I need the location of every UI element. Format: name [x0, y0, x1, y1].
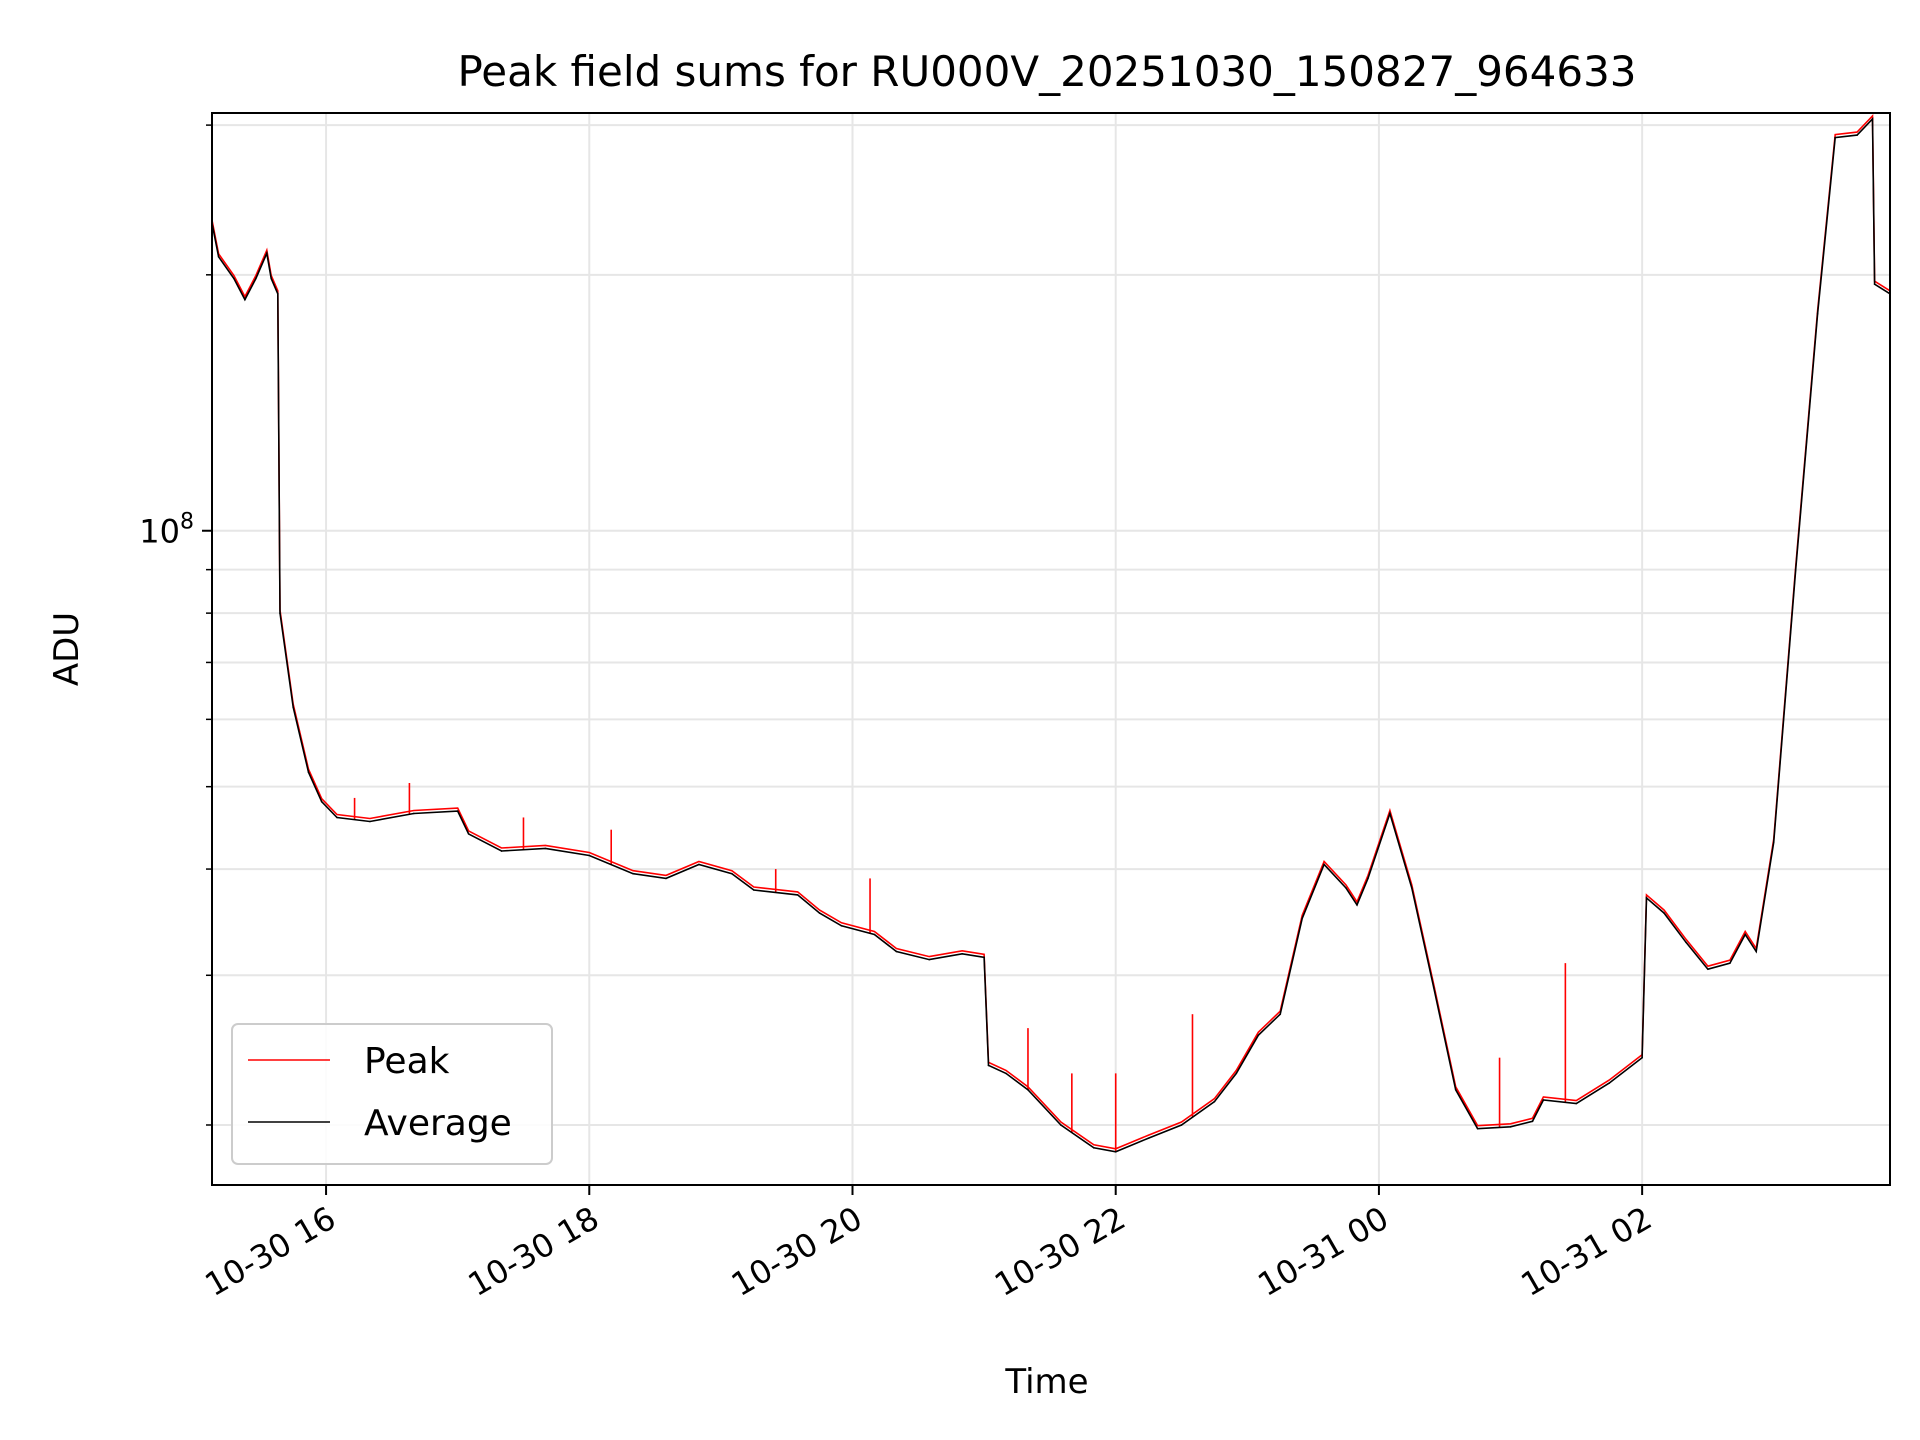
data-point-average	[1772, 841, 1775, 844]
data-point-average	[255, 277, 257, 280]
plot-area	[211, 114, 1891, 1153]
data-point-average	[1092, 1147, 1095, 1149]
series-line-peak	[211, 114, 1891, 1150]
data-point-average	[1345, 887, 1347, 889]
data-point-average	[1027, 1089, 1029, 1091]
data-point-average	[632, 872, 634, 875]
data-point-average	[307, 771, 310, 773]
data-point-average	[1411, 887, 1413, 889]
data-point-average	[1794, 568, 1797, 571]
data-point-average	[1454, 1089, 1457, 1091]
data-point-average	[1755, 950, 1757, 953]
plot-frame	[211, 112, 1891, 1186]
data-point-average	[840, 925, 843, 927]
data-point-average	[320, 800, 323, 803]
data-point-average	[1060, 1124, 1062, 1126]
data-point-average	[588, 854, 591, 857]
y-axis-label: ADU	[47, 612, 87, 686]
data-point-average	[1509, 1126, 1512, 1128]
data-point-average	[217, 256, 220, 258]
data-point-average	[467, 833, 470, 835]
data-point-average	[796, 894, 799, 896]
data-point-average	[1531, 1120, 1534, 1123]
data-point-average	[818, 912, 821, 914]
grid	[212, 113, 1890, 1185]
data-point-average	[1542, 1099, 1545, 1101]
data-point-average	[928, 958, 931, 961]
data-point-average	[1279, 1013, 1282, 1015]
x-axis-label: Time	[1004, 1362, 1088, 1402]
data-point-average	[456, 810, 459, 812]
data-point-average	[1235, 1072, 1238, 1075]
data-point-average	[277, 292, 279, 295]
data-point-average	[1323, 863, 1325, 866]
data-point-average	[1432, 987, 1435, 989]
data-point-average	[1147, 1137, 1150, 1139]
data-point-average	[1834, 136, 1836, 139]
data-point-average	[412, 812, 415, 815]
data-point-average	[233, 277, 235, 280]
data-point-average	[1816, 312, 1819, 315]
data-point-average	[1213, 1100, 1216, 1103]
data-point-average	[1301, 917, 1303, 920]
data-point-average	[292, 706, 294, 709]
data-point-average	[1873, 283, 1876, 285]
series-line-average	[211, 117, 1891, 1153]
data-point-average	[500, 850, 503, 852]
data-point-average	[873, 933, 876, 936]
data-point-average	[1180, 1124, 1183, 1126]
data-point-average	[1707, 968, 1709, 970]
data-point-average	[266, 252, 268, 255]
data-point-average	[1685, 941, 1687, 944]
data-point-average	[1608, 1082, 1611, 1084]
data-point-average	[1871, 118, 1874, 120]
data-point-average	[369, 820, 371, 823]
legend: Peak Average	[231, 1023, 553, 1165]
data-point-average	[1356, 904, 1358, 906]
data-point-average	[1729, 962, 1731, 964]
data-point-average	[1005, 1072, 1007, 1075]
data-point-average	[1114, 1150, 1117, 1153]
chart-title: Peak field sums for RU000V_20251030_1508…	[457, 47, 1636, 96]
data-point-average	[1389, 812, 1391, 815]
data-point-average	[731, 872, 733, 875]
data-point-average	[270, 277, 273, 280]
data-point-average	[698, 863, 700, 866]
data-point-average	[544, 847, 547, 850]
data-point-average	[1645, 897, 1648, 899]
y-axis: 108	[139, 124, 212, 1126]
data-point-average	[1641, 1056, 1643, 1059]
legend-box	[231, 1023, 553, 1165]
data-point-average	[752, 889, 755, 891]
y-tick-label: 108	[139, 510, 194, 551]
data-point-average	[665, 877, 667, 880]
data-point-average	[987, 1064, 990, 1067]
data-point-average	[1257, 1034, 1260, 1037]
data-point-average	[1476, 1127, 1479, 1130]
data-point-average	[1663, 912, 1665, 914]
data-point-average	[1575, 1102, 1578, 1105]
data-point-average	[1856, 134, 1858, 136]
legend-label-average: Average	[364, 1103, 512, 1144]
data-point-average	[895, 950, 898, 953]
data-point-average	[983, 956, 985, 959]
data-point-average	[1744, 933, 1747, 936]
data-point-average	[336, 816, 338, 819]
data-point-average	[1367, 877, 1369, 880]
data-point-average	[279, 612, 281, 614]
legend-label-peak: Peak	[364, 1041, 450, 1082]
data-point-average	[244, 298, 246, 301]
data-point-average	[961, 952, 963, 955]
